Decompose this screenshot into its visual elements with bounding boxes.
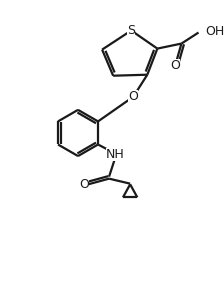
- Text: O: O: [170, 59, 180, 72]
- Text: S: S: [127, 24, 135, 37]
- Text: NH: NH: [106, 148, 125, 161]
- Text: OH: OH: [206, 25, 224, 38]
- Text: O: O: [128, 90, 138, 103]
- Text: O: O: [79, 178, 89, 191]
